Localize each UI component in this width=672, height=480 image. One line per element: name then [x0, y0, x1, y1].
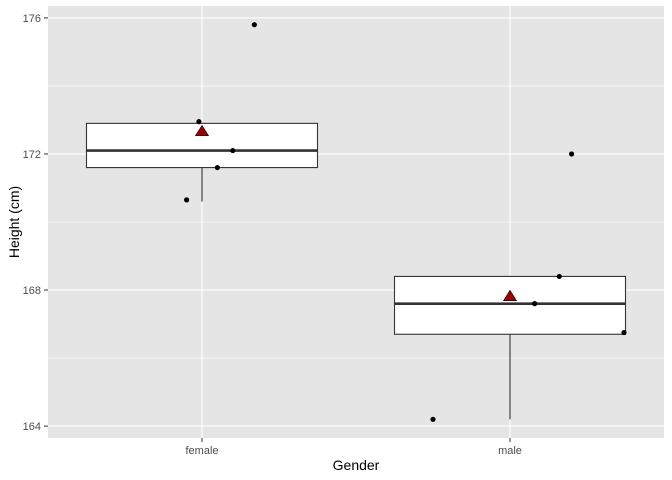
data-point [214, 164, 220, 171]
y-axis-title: Height (cm) [6, 186, 22, 258]
y-tick-label: 172 [23, 149, 41, 161]
boxes [85, 122, 627, 420]
y-axis: 164 168 172 176 [23, 13, 48, 433]
data-point [569, 151, 575, 157]
x-tick-label: female [185, 445, 218, 457]
box-body [393, 275, 627, 335]
data-point [430, 416, 436, 422]
y-tick-label: 176 [23, 13, 41, 25]
box-male [393, 275, 627, 420]
x-axis-title: Gender [333, 457, 380, 473]
data-point [184, 197, 190, 203]
x-axis: female male [185, 438, 522, 457]
box-female [85, 122, 319, 202]
x-tick-label: male [498, 445, 522, 457]
data-points [184, 22, 627, 422]
data-point [621, 329, 627, 336]
minor-gridlines [48, 85, 664, 359]
data-point [532, 301, 538, 307]
data-point [230, 147, 236, 154]
data-point [556, 273, 562, 280]
data-point [196, 119, 202, 125]
y-tick-label: 164 [23, 421, 41, 433]
mean-markers [194, 124, 518, 302]
mean-marker-male [502, 289, 518, 302]
data-point [251, 22, 257, 28]
mean-marker-female [194, 124, 210, 137]
y-tick-label: 168 [23, 285, 41, 297]
